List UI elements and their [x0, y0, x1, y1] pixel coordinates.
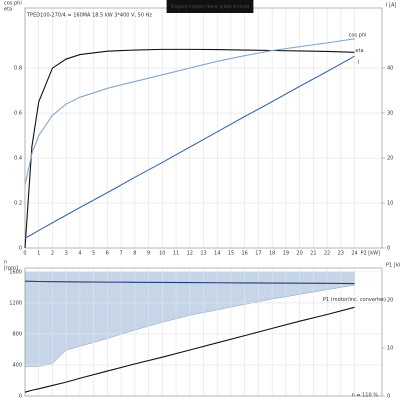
x-tick-label: 11 [173, 251, 179, 257]
title-box [166, 0, 254, 13]
y-tick-label: 0 [19, 394, 22, 400]
y2-tick-label: 10 [387, 200, 393, 206]
y-tick-label: 1200 [9, 300, 22, 306]
series-label: cos phi [349, 32, 367, 38]
y2-axis-label: I [A] [386, 3, 396, 9]
y-axis-label: n [4, 260, 7, 266]
series-line [24, 38, 355, 186]
x-tick-label: 23 [338, 251, 344, 257]
y-axis-label: eta [4, 7, 12, 13]
series-label: I [358, 60, 359, 66]
x-tick-label: 15 [228, 251, 234, 257]
x-tick-label: 3 [65, 251, 68, 257]
x-axis-label: P2 [kW] [360, 251, 380, 257]
x-tick-label: 8 [133, 251, 136, 257]
plot-frame [24, 267, 383, 397]
x-tick-label: 13 [200, 251, 206, 257]
x-tick-label: 24 [351, 251, 357, 257]
y2-tick-label: 0 [387, 246, 390, 252]
x-tick-label: 16 [242, 251, 248, 257]
x-tick-label: 4 [78, 251, 81, 257]
x-tick-label: 9 [147, 251, 150, 257]
series-label: P1 (motor/inc. converter) [323, 297, 386, 303]
series-line [24, 280, 355, 285]
y-tick-label: 0 [19, 246, 22, 252]
x-tick-label: 18 [269, 251, 275, 257]
y-tick-label: 0.4 [14, 156, 22, 162]
y-tick-label: 1600 [9, 269, 22, 275]
y2-tick-label: 30 [387, 110, 393, 116]
y2-axis-label: P1 [kW] [386, 263, 400, 269]
y-tick-label: 0.6 [14, 111, 22, 117]
y-axis-label: cos phi [4, 1, 22, 7]
x-tick-label: 12 [187, 251, 193, 257]
y2-tick-label: 40 [387, 65, 393, 71]
series-line [24, 55, 355, 239]
y-tick-label: 400 [12, 362, 22, 368]
y-axis-label: [rpm] [4, 266, 18, 272]
y2-tick-label: 0 [387, 394, 390, 400]
x-tick-label: 14 [214, 251, 220, 257]
y2-tick-label: 20 [387, 155, 393, 161]
x-tick-label: 1 [37, 251, 40, 257]
x-tick-label: 0 [23, 251, 26, 257]
x-tick-label: 5 [92, 251, 95, 257]
series-line [24, 306, 355, 393]
y-tick-label: 0.8 [14, 66, 22, 72]
series-line [24, 48, 355, 249]
x-tick-label: 2 [51, 251, 54, 257]
x-tick-label: 7 [120, 251, 123, 257]
y-tick-label: 800 [12, 331, 22, 337]
chart-subtitle: TPED100-270/4 = 160MA 18.5 kW 3*400 V, 5… [26, 13, 152, 19]
series-label: eta [355, 48, 363, 54]
y2-tick-label: 10 [387, 346, 393, 352]
chart-title: Характеристики двигателя [171, 4, 250, 10]
x-tick-label: 10 [159, 251, 165, 257]
x-tick-label: 19 [283, 251, 289, 257]
x-tick-label: 21 [310, 251, 316, 257]
y-tick-label: 0.2 [14, 201, 22, 207]
y2-tick-label: 20 [387, 298, 393, 304]
x-tick-label: 20 [296, 251, 302, 257]
x-tick-label: 6 [106, 251, 109, 257]
annotation: n = 110 % [352, 393, 379, 399]
x-tick-label: 17 [255, 251, 261, 257]
x-tick-label: 22 [324, 251, 330, 257]
